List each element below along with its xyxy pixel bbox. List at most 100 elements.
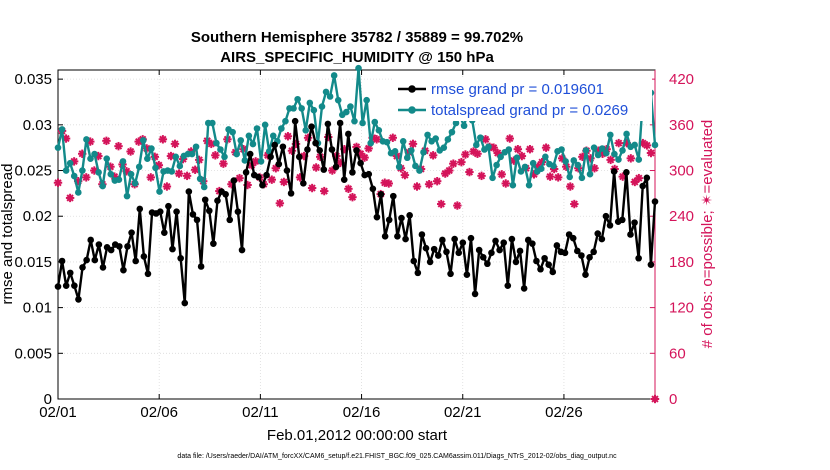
spread-point — [302, 127, 310, 134]
obs-marker-stroke — [627, 154, 635, 162]
spread-point — [326, 93, 334, 100]
x-tick-label: 02/26 — [545, 404, 583, 421]
obs-marker-stroke — [615, 139, 623, 147]
spread-point — [131, 180, 139, 187]
rmse-point — [263, 171, 270, 179]
rmse-point — [529, 240, 536, 247]
spread-point — [347, 103, 354, 110]
rmse-point — [234, 208, 242, 215]
y-tick-label: 0.02 — [23, 208, 52, 225]
legend-box — [393, 77, 652, 121]
rmse-point — [197, 263, 205, 270]
rmse-point — [533, 257, 540, 265]
spread-point — [513, 154, 521, 162]
rmse-point — [300, 180, 307, 187]
obs-evaluated-marker — [432, 176, 442, 186]
rmse-point — [54, 283, 62, 290]
rmse-point — [594, 230, 602, 237]
obs-marker-stroke — [437, 200, 445, 208]
obs-marker-stroke — [66, 194, 74, 202]
legend-rmse-marker — [408, 85, 416, 93]
spread-point — [590, 144, 598, 151]
obs-marker-stroke — [647, 149, 655, 157]
spread-point — [257, 158, 265, 165]
obs-marker-stroke — [183, 172, 191, 180]
rmse-point — [488, 249, 495, 257]
obs-evaluated-marker — [53, 178, 63, 187]
spread-point — [416, 167, 423, 174]
rmse-point — [631, 219, 638, 226]
y2-tick-label: 120 — [669, 300, 694, 317]
rmse-point — [373, 213, 381, 221]
obs-marker-stroke — [606, 156, 615, 164]
obs-evaluated-marker — [114, 141, 123, 151]
obs-marker-stroke — [344, 185, 353, 193]
rmse-point — [116, 243, 123, 250]
obs-evaluated-marker — [477, 171, 486, 181]
obs-evaluated-marker — [497, 170, 506, 179]
obs-marker-stroke — [465, 168, 474, 176]
rmse-point — [283, 167, 291, 174]
rmse-point — [62, 282, 70, 289]
rmse-point — [304, 146, 311, 153]
obs-evaluated-marker — [501, 179, 510, 188]
obs-marker-stroke — [526, 145, 534, 153]
rmse-point — [426, 258, 434, 266]
rmse-point — [340, 176, 348, 183]
obs-marker-stroke — [473, 150, 482, 158]
obs-marker-stroke — [364, 144, 373, 153]
rmse-point — [545, 261, 552, 268]
rmse-point — [500, 239, 508, 247]
spread-point — [623, 130, 630, 138]
obs-marker-stroke — [159, 135, 167, 143]
spread-point — [558, 146, 565, 153]
rmse-point — [259, 181, 266, 189]
obs-marker-stroke — [643, 141, 651, 150]
spread-point — [196, 175, 204, 183]
rmse-point — [222, 190, 229, 198]
obs-marker-stroke — [171, 140, 179, 148]
spread-point — [70, 172, 78, 180]
obs-evaluated-marker — [283, 132, 293, 141]
rmse-point — [308, 123, 315, 130]
obs-evaluated-marker — [437, 199, 446, 209]
rmse-point — [647, 261, 655, 268]
rmse-point — [353, 147, 360, 154]
rmse-point — [205, 207, 213, 215]
obs-marker-stroke — [457, 158, 466, 166]
obs-evaluated-marker — [646, 148, 656, 158]
rmse-point — [590, 248, 597, 256]
spread-point — [448, 128, 456, 136]
obs-evaluated-marker — [311, 163, 321, 172]
rmse-point — [95, 241, 103, 248]
rmse-point — [177, 254, 184, 262]
obs-evaluated-marker — [388, 133, 397, 142]
obs-marker-stroke — [280, 178, 288, 186]
obs-evaluated-marker — [553, 173, 563, 182]
obs-marker-stroke — [401, 171, 409, 179]
obs-marker-stroke — [498, 170, 506, 178]
spread-point — [334, 96, 342, 104]
rmse-point — [132, 257, 139, 265]
y2-tick-label: 240 — [669, 208, 694, 225]
rmse-point — [606, 222, 614, 229]
rmse-point — [390, 192, 397, 200]
rmse-point — [136, 205, 144, 213]
y-tick-label: 0.005 — [14, 345, 52, 362]
spread-line — [56, 66, 657, 198]
spread-point — [148, 145, 155, 152]
rmse-point — [598, 235, 606, 243]
spread-point — [574, 161, 582, 169]
obs-marker-stroke — [590, 164, 599, 172]
obs-evaluated-marker — [445, 166, 454, 175]
spread-point — [537, 165, 545, 172]
obs-marker-stroke — [445, 166, 453, 175]
rmse-point — [484, 260, 491, 268]
rmse-point — [385, 216, 393, 224]
rmse-point — [410, 257, 418, 265]
spread-point — [261, 121, 269, 129]
spread-point — [83, 136, 90, 143]
obs-marker-stroke — [481, 135, 490, 143]
rmse-point — [242, 169, 250, 176]
spread-point — [217, 146, 224, 153]
